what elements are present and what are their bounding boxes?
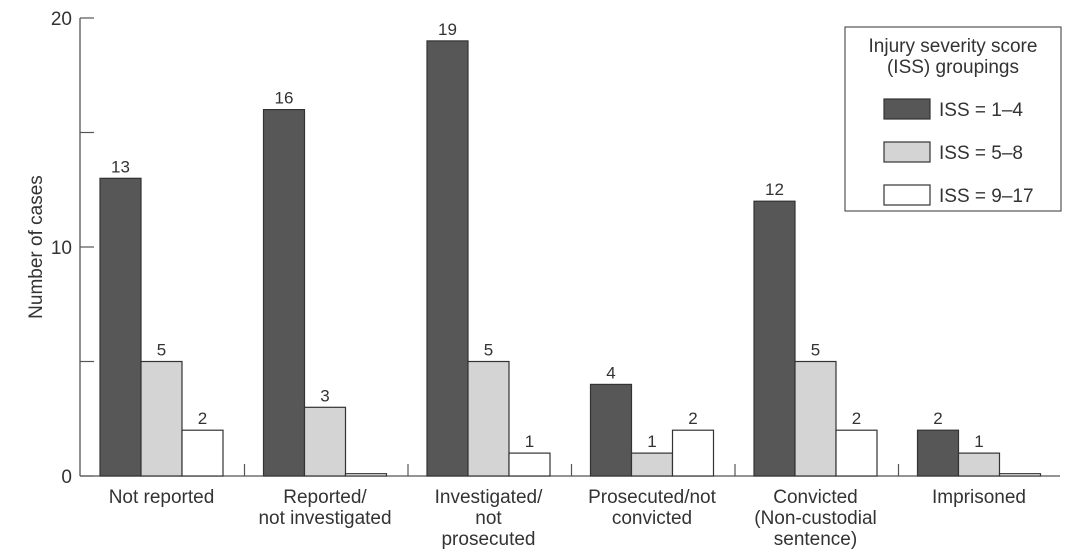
bar — [508, 452, 551, 477]
bar-value-label: 12 — [765, 180, 784, 199]
bar-value-label: 4 — [606, 363, 615, 382]
y-tick-label: 20 — [51, 9, 72, 30]
bar-value-label: 1 — [974, 432, 983, 451]
bars — [99, 40, 1042, 477]
legend-title: Injury severity score (ISS) groupings — [869, 36, 1038, 78]
bar-value-label: 19 — [438, 20, 457, 39]
bar — [467, 360, 510, 477]
bar — [794, 360, 837, 477]
category-label: Prosecuted/not convicted — [588, 487, 717, 529]
legend-entry: ISS = 9–17 — [939, 186, 1034, 207]
bar — [262, 108, 306, 477]
category-label: Reported/not investigated — [258, 487, 391, 529]
axes: 0 10 20 — [51, 9, 1060, 488]
bar — [140, 360, 183, 477]
bar-value-label: 1 — [647, 432, 656, 451]
category-label: Convicted (Non-custodial sentence) — [754, 487, 877, 550]
bar — [835, 429, 878, 477]
bar-value-label: 16 — [275, 89, 294, 108]
bar — [426, 40, 469, 477]
bar — [630, 452, 674, 477]
bar — [303, 406, 347, 477]
bar-value-label: 5 — [811, 341, 820, 360]
bar — [344, 473, 388, 477]
bar — [998, 473, 1042, 477]
bar-value-label: 2 — [688, 409, 697, 428]
bar — [916, 429, 960, 477]
bar-value-label: 1 — [525, 432, 534, 451]
bar — [753, 200, 796, 477]
bar — [99, 177, 142, 477]
category-label: Imprisoned — [932, 487, 1026, 508]
category-labels: Not reported Reported/not investigated Inv… — [109, 487, 1026, 550]
legend-entry: ISS = 1–4 — [939, 100, 1023, 121]
legend-entry: ISS = 5–8 — [939, 143, 1023, 164]
y-tick-label: 0 — [61, 467, 72, 488]
legend-swatch — [883, 184, 931, 206]
bar — [957, 452, 1001, 477]
legend-swatch — [883, 98, 931, 120]
bar-value-label: 2 — [933, 409, 942, 428]
bar-value-label: 5 — [484, 341, 493, 360]
y-axis-label: Number of cases — [26, 175, 47, 319]
category-label: Investigated/not prosecuted — [435, 487, 543, 550]
y-tick-label: 10 — [51, 238, 72, 259]
legend: Injury severity score (ISS) groupings ISS … — [844, 26, 1062, 212]
bar-value-label: 2 — [852, 409, 861, 428]
category-label: Not reported — [109, 487, 215, 508]
bar — [181, 429, 224, 477]
legend-swatch — [883, 141, 931, 163]
bar — [589, 383, 633, 477]
bar — [671, 429, 715, 477]
bar-value-label: 3 — [320, 386, 329, 405]
bar-value-label: 13 — [111, 157, 130, 176]
legend-box — [844, 26, 1062, 212]
bar-value-label: 5 — [157, 341, 166, 360]
bar-value-label: 2 — [198, 409, 207, 428]
